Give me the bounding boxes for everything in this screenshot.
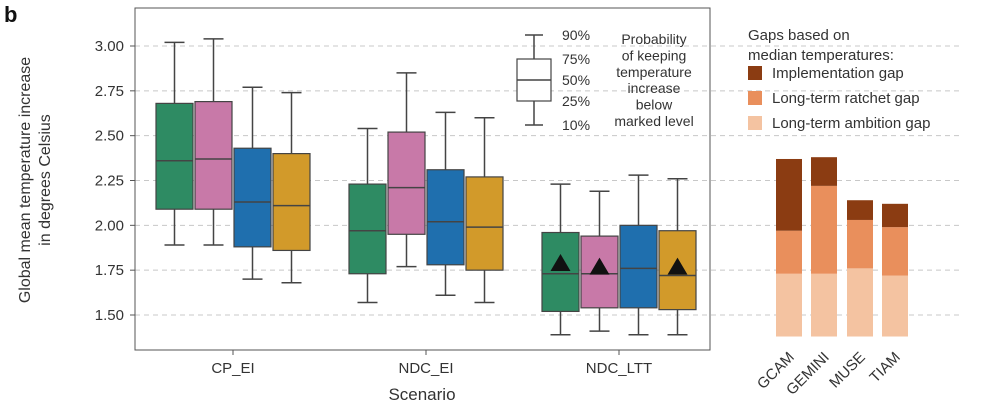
box-NDC_EI-orange <box>465 116 504 304</box>
panel-label: b <box>4 2 17 27</box>
key-description-line: of keeping <box>622 47 687 63</box>
y-tick-label: 2.25 <box>95 173 124 190</box>
y-tick-label: 1.50 <box>95 307 124 324</box>
bar-segment-MUSE-2 <box>847 200 873 220</box>
box-iqr <box>465 176 504 271</box>
box-iqr <box>272 153 311 252</box>
x-category-label: NDC_LTT <box>586 360 652 377</box>
bar-segment-MUSE-1 <box>847 219 873 269</box>
triangle-marker <box>667 257 688 275</box>
bar-category-label: TIAM <box>866 349 903 386</box>
bar-segment-GEMINI-0 <box>811 273 837 337</box>
legend-swatch <box>748 116 762 130</box>
box-CP_EI-green <box>155 41 194 246</box>
box-iqr <box>387 131 426 235</box>
x-axis-label: Scenario <box>388 385 455 404</box>
bar-segment-TIAM-2 <box>882 203 908 228</box>
key-percent-label: 25% <box>562 93 590 109</box>
legend-title-line: Gaps based on <box>748 27 850 44</box>
box-iqr <box>348 183 387 275</box>
key-description-line: Probability <box>621 31 686 47</box>
box-NDC_LTT-orange <box>658 177 697 336</box>
y-axis-label-line-1: Global mean temperature increase <box>17 57 34 303</box>
y-tick-label: 2.00 <box>95 217 124 234</box>
box-iqr <box>541 231 580 313</box>
bar-segment-GCAM-0 <box>776 273 802 337</box>
box-NDC_EI-blue <box>426 111 465 297</box>
key-percent-label: 75% <box>562 51 590 67</box>
key-percent-label: 90% <box>562 27 590 43</box>
key-percent-label: 10% <box>562 117 590 133</box>
box-NDC_LTT-green <box>541 183 580 336</box>
legend-entry-label: Implementation gap <box>772 65 904 82</box>
x-category-label: NDC_EI <box>398 360 453 377</box>
box-iqr <box>619 224 658 309</box>
bar-segment-GEMINI-2 <box>811 157 837 186</box>
y-tick-label: 2.75 <box>95 83 124 100</box>
key-description-line: temperature <box>616 64 692 80</box>
box-CP_EI-orange <box>272 91 311 284</box>
gap-legend: Gaps based on median temperatures:Impleme… <box>748 27 930 132</box>
key-percent-label: 50% <box>562 72 590 88</box>
key-description-line: marked level <box>614 113 693 129</box>
box-iqr <box>426 169 465 266</box>
bar-segment-GCAM-2 <box>776 158 802 231</box>
x-axis-categories: CP_EI NDC_EI NDC_LTT <box>211 350 652 377</box>
legend-swatch <box>748 66 762 80</box>
x-category-label: CP_EI <box>211 360 254 377</box>
bar-category-label: MUSE <box>826 349 869 392</box>
plot-frame <box>134 7 711 351</box>
y-axis-label: Global mean temperature increase in degr… <box>17 57 54 303</box>
bar-segment-GCAM-1 <box>776 230 802 274</box>
legend-swatch <box>748 91 762 105</box>
legend-title-line: median temperatures: <box>748 47 894 64</box>
y-tick-label: 1.75 <box>95 262 124 279</box>
y-tick-label: 3.00 <box>95 38 124 55</box>
box-plots <box>155 38 697 336</box>
legend-entry-label: Long-term ambition gap <box>772 115 930 132</box>
y-tick-label: 2.50 <box>95 128 124 145</box>
bar-segment-TIAM-0 <box>882 275 908 337</box>
bar-segment-MUSE-0 <box>847 268 873 337</box>
triangle-marker <box>589 257 610 275</box>
box-NDC_EI-pink <box>387 72 426 268</box>
key-description-line: increase <box>628 80 681 96</box>
box-NDC_LTT-blue <box>619 174 658 336</box>
legend-entry-label: Long-term ratchet gap <box>772 90 920 107</box>
box-iqr <box>155 102 194 210</box>
box-NDC_EI-green <box>348 127 387 304</box>
box-CP_EI-blue <box>233 86 272 280</box>
triangle-marker <box>550 253 571 271</box>
box-CP_EI-pink <box>194 38 233 246</box>
bar-segment-GEMINI-1 <box>811 185 837 274</box>
y-axis-ticks: 1.50 1.75 2.00 2.25 2.50 2.75 3.00 <box>95 38 135 324</box>
gap-bars <box>776 157 908 337</box>
y-axis-label-line-2: in degrees Celsius <box>37 114 54 246</box>
box-iqr <box>194 100 233 210</box>
box-iqr <box>233 147 272 248</box>
bar-segment-TIAM-1 <box>882 227 908 276</box>
key-description-line: below <box>636 97 673 113</box>
